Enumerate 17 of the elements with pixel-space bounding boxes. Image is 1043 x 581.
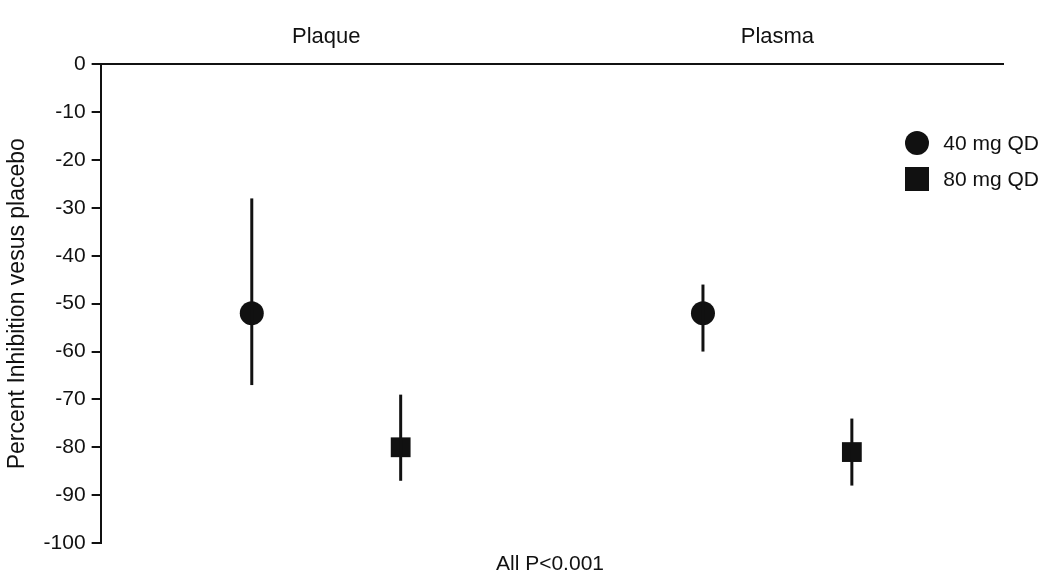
y-tick-label: -80 [55, 434, 86, 458]
x-tick-label: Plasma [740, 23, 815, 49]
y-tick-label: -70 [55, 386, 86, 410]
legend-label: 80 mg QD [943, 167, 1039, 191]
y-tick-label: -100 [43, 529, 86, 553]
y-tick-label: -40 [55, 242, 86, 266]
y-tick-label: -20 [55, 146, 86, 170]
y-tick-label: -10 [55, 99, 86, 123]
text: All P<0.001 [495, 551, 605, 575]
x-tick-label: Plaque [291, 23, 361, 49]
y-tick-label: 0 [73, 51, 86, 75]
y-tick-label: -60 [55, 338, 86, 362]
y-axis-title: Percent Inhibition vesus placebo [3, 138, 30, 470]
y-tick-label: -30 [55, 194, 86, 218]
legend-label: 40 mg QD [943, 131, 1039, 155]
y-tick-label: -50 [55, 290, 86, 314]
y-tick-label: -90 [55, 481, 86, 505]
